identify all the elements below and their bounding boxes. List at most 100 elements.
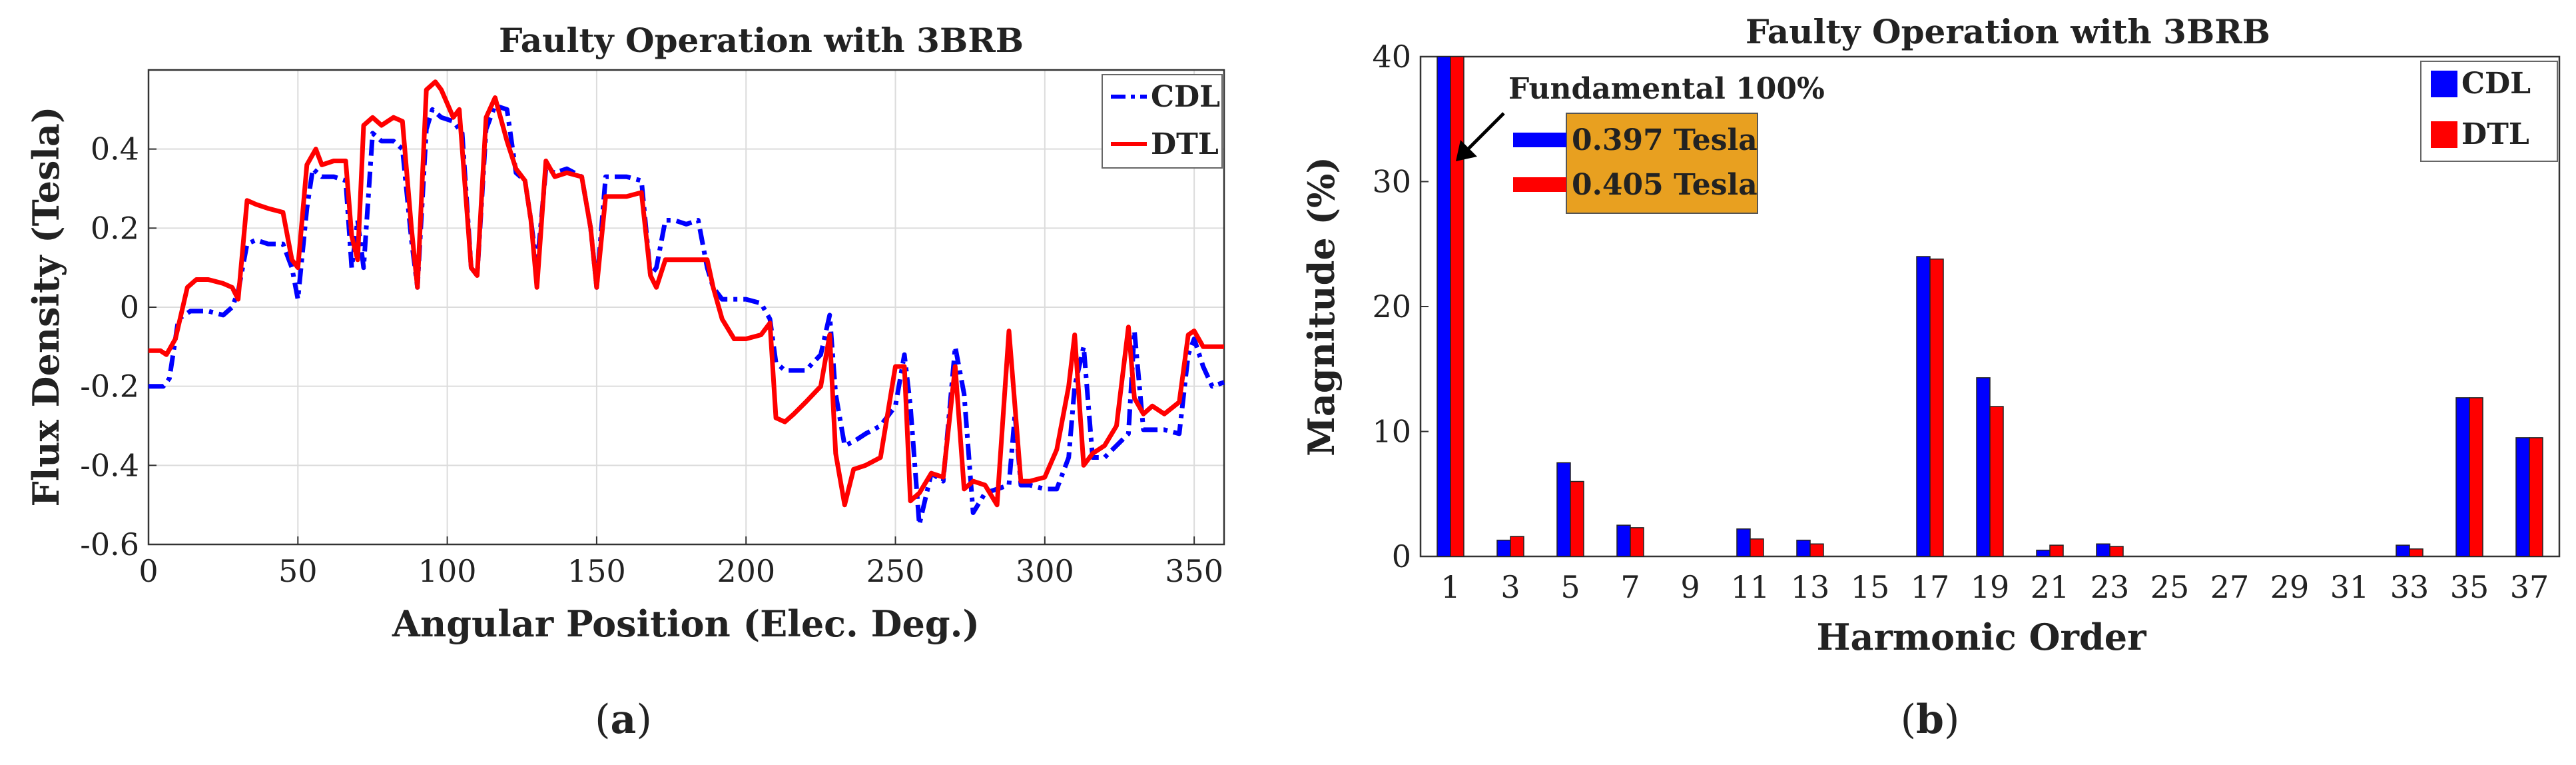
chart-a-legend-cdl-label: CDL xyxy=(1151,80,1220,114)
bar-h35-dtl xyxy=(2469,397,2483,557)
chart-b-x-tick-label: 23 xyxy=(2091,569,2130,605)
chart-b-y-axis: 0 10 20 30 40 xyxy=(1372,39,1429,574)
annotation-box xyxy=(1566,113,1758,214)
chart-b-legend-cdl-label: CDL xyxy=(2461,67,2531,101)
chart-a-x-tick-label: 350 xyxy=(1165,553,1223,589)
chart-b-legend-dtl-swatch xyxy=(2431,121,2457,148)
chart-b-x-tick-label: 11 xyxy=(1731,569,1770,605)
chart-b-y-tick-label: 10 xyxy=(1372,414,1411,450)
chart-a-x-tick-label: 50 xyxy=(278,553,318,589)
chart-b-x-tick-label: 31 xyxy=(2330,569,2370,605)
chart-a-x-tick-label: 200 xyxy=(717,553,775,589)
bar-h3-dtl xyxy=(1510,536,1524,557)
chart-a-y-axis: -0.6 -0.4 -0.2 0 0.2 0.4 xyxy=(80,131,157,562)
bar-h37-cdl xyxy=(2515,437,2530,557)
chart-a-series-line-cdl xyxy=(149,103,1225,527)
bar-h23-cdl xyxy=(2096,543,2110,557)
bar-h33-cdl xyxy=(2396,544,2410,557)
chart-a-x-tick-label: 100 xyxy=(418,553,477,589)
chart-b-annotation: Fundamental 100% 0.397 Tesla 0.405 Tesla xyxy=(1456,72,1825,214)
bar-h19-cdl xyxy=(1976,377,1991,557)
chart-a-y-tick-label: 0.4 xyxy=(91,131,139,167)
chart-b-x-tick-label: 9 xyxy=(1680,569,1700,605)
chart-b-x-tick-label: 13 xyxy=(1791,569,1830,605)
chart-a-y-tick-label: -0.4 xyxy=(80,447,139,483)
bar-h23-dtl xyxy=(2109,546,2124,557)
bar-h21-cdl xyxy=(2036,549,2051,557)
annotation-cdl-value: 0.397 Tesla xyxy=(1572,123,1758,157)
chart-b-y-tick-label: 40 xyxy=(1372,39,1411,75)
panel-a-line-chart: Faulty Operation with 3BRB 0 50 100 150 200 2… xyxy=(25,21,1225,743)
chart-b-x-tick-label: 35 xyxy=(2450,569,2489,605)
chart-b-title: Faulty Operation with 3BRB xyxy=(1746,12,2270,51)
chart-a-series-line-dtl xyxy=(149,79,1224,508)
chart-b-x-tick-label: 17 xyxy=(1911,569,1950,605)
chart-b-x-tick-label: 1 xyxy=(1441,569,1460,605)
chart-b-legend-cdl-swatch xyxy=(2431,71,2457,97)
fundamental-annotation-text: Fundamental 100% xyxy=(1508,72,1825,106)
fundamental-arrow-shaft xyxy=(1464,112,1505,153)
bar-h7-cdl xyxy=(1616,524,1631,557)
bar-h19-dtl xyxy=(1989,406,2004,557)
annotation-dtl-value: 0.405 Tesla xyxy=(1572,168,1758,202)
chart-a-y-tick-label: -0.6 xyxy=(80,526,139,562)
bar-h17-cdl xyxy=(1916,256,1931,557)
chart-a-y-axis-label: Flux Density (Tesla) xyxy=(25,107,67,507)
bar-h11-cdl xyxy=(1736,528,1751,557)
bar-h1-dtl xyxy=(1450,56,1464,557)
chart-a-x-tick-label: 300 xyxy=(1016,553,1074,589)
chart-b-x-tick-label: 37 xyxy=(2510,569,2549,605)
bar-h13-cdl xyxy=(1796,539,1811,557)
chart-b-x-tick-label: 25 xyxy=(2150,569,2190,605)
chart-b-x-tick-label: 19 xyxy=(1971,569,2010,605)
panel-a-label: (a) xyxy=(595,696,652,743)
bar-h3-cdl xyxy=(1496,539,1511,557)
chart-a-y-tick-label: -0.2 xyxy=(80,369,139,404)
chart-b-y-tick-label: 20 xyxy=(1372,289,1411,325)
bar-h1-cdl xyxy=(1437,56,1451,557)
bar-h37-dtl xyxy=(2529,437,2543,557)
chart-a-x-axis-label: Angular Position (Elec. Deg.) xyxy=(392,602,980,645)
chart-a-x-axis: 0 50 100 150 200 250 300 350 xyxy=(139,536,1223,589)
annotation-dtl-swatch xyxy=(1513,177,1566,192)
chart-a-x-tick-label: 150 xyxy=(567,553,626,589)
chart-b-x-tick-label: 7 xyxy=(1620,569,1640,605)
panel-b-bar-chart: Faulty Operation with 3BRB 1 3 5 7 9 11 13 15 17… xyxy=(1300,12,2561,743)
chart-a-y-tick-label: 0 xyxy=(120,289,139,325)
bar-h21-dtl xyxy=(2049,544,2064,557)
bar-h11-dtl xyxy=(1750,538,1764,557)
chart-a-y-tick-label: 0.2 xyxy=(91,210,139,246)
chart-b-x-tick-label: 21 xyxy=(2031,569,2070,605)
chart-a-grid xyxy=(148,70,1224,545)
bar-h7-dtl xyxy=(1630,527,1644,557)
chart-a-legend: CDL DTL xyxy=(1102,74,1223,169)
chart-b-legend-dtl-label: DTL xyxy=(2461,117,2529,151)
chart-a-x-tick-label: 250 xyxy=(866,553,925,589)
chart-b-x-tick-label: 5 xyxy=(1560,569,1580,605)
chart-a-legend-dtl-label: DTL xyxy=(1151,127,1219,161)
chart-a-title: Faulty Operation with 3BRB xyxy=(499,21,1024,60)
bar-h5-dtl xyxy=(1570,480,1584,557)
chart-b-y-tick-label: 0 xyxy=(1392,538,1411,574)
chart-b-legend: CDL DTL xyxy=(2420,61,2558,162)
chart-a-legend-box xyxy=(1102,74,1223,169)
chart-b-x-tick-label: 15 xyxy=(1851,569,1890,605)
chart-b-y-axis-label: Magnitude (%) xyxy=(1300,157,1343,456)
panel-b-label: (b) xyxy=(1901,696,1960,743)
chart-b-bars xyxy=(1437,56,2543,557)
bar-h35-cdl xyxy=(2455,397,2470,557)
bar-h33-dtl xyxy=(2409,548,2423,557)
annotation-cdl-swatch xyxy=(1513,133,1566,147)
chart-b-x-tick-label: 3 xyxy=(1500,569,1520,605)
chart-a-x-tick-label: 0 xyxy=(139,553,158,589)
chart-b-x-axis-label: Harmonic Order xyxy=(1816,616,2146,658)
chart-b-x-tick-label: 27 xyxy=(2210,569,2250,605)
fundamental-arrow-head xyxy=(1456,140,1477,161)
bar-h17-dtl xyxy=(1929,259,1944,557)
chart-b-x-tick-label: 29 xyxy=(2270,569,2310,605)
chart-b-x-axis: 1 3 5 7 9 11 13 15 17 19 21 23 25 27 29 31 33 35 37 xyxy=(1441,569,2549,605)
chart-a-series xyxy=(149,79,1225,527)
chart-b-y-tick-label: 30 xyxy=(1372,164,1411,200)
bar-h13-dtl xyxy=(1809,543,1824,557)
